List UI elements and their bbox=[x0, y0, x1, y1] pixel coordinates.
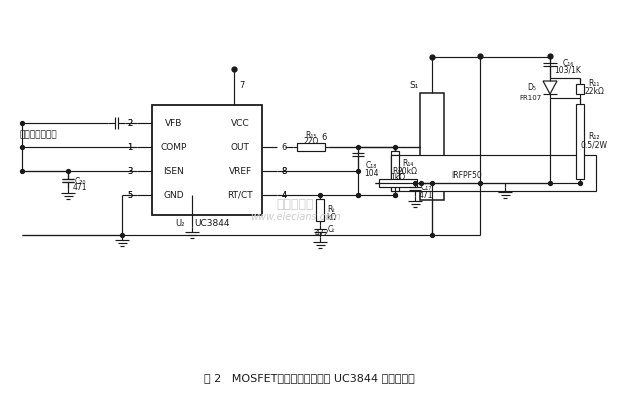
Text: 4: 4 bbox=[281, 190, 287, 200]
Text: ISEN: ISEN bbox=[164, 166, 184, 176]
Text: 6: 6 bbox=[281, 142, 287, 152]
Text: 6: 6 bbox=[321, 134, 327, 142]
Text: 22Ω: 22Ω bbox=[303, 136, 319, 146]
Text: Cₜ: Cₜ bbox=[327, 226, 335, 234]
Text: VREF: VREF bbox=[229, 166, 252, 176]
Text: 光耦过来的反馈: 光耦过来的反馈 bbox=[19, 130, 57, 140]
Text: C₂₀: C₂₀ bbox=[74, 176, 86, 186]
Text: 图 2   MOSFET功率管驱动电路及 UC3844 的外围电路: 图 2 MOSFET功率管驱动电路及 UC3844 的外围电路 bbox=[203, 373, 415, 383]
Text: R₁₄: R₁₄ bbox=[402, 160, 413, 168]
Text: 471: 471 bbox=[73, 182, 87, 192]
Text: 103/1K: 103/1K bbox=[554, 66, 582, 74]
Bar bbox=[391, 155, 596, 191]
Bar bbox=[316, 199, 324, 221]
Text: 8: 8 bbox=[281, 166, 287, 176]
Text: D₅: D₅ bbox=[528, 84, 536, 92]
Bar bbox=[420, 93, 444, 200]
Bar bbox=[297, 143, 325, 151]
Text: 5: 5 bbox=[127, 190, 133, 200]
Text: OUT: OUT bbox=[231, 142, 250, 152]
Bar bbox=[576, 84, 584, 94]
Text: Rₜ: Rₜ bbox=[327, 206, 335, 214]
Text: R₁₅: R₁₅ bbox=[305, 130, 317, 140]
Text: 2: 2 bbox=[127, 118, 133, 128]
Text: 3: 3 bbox=[127, 166, 133, 176]
Text: VCC: VCC bbox=[231, 118, 249, 128]
Text: VFB: VFB bbox=[165, 118, 183, 128]
Text: 电路图论坛: 电路图论坛 bbox=[276, 198, 314, 212]
Text: 1: 1 bbox=[127, 142, 133, 152]
Text: 2: 2 bbox=[127, 118, 133, 128]
Text: 1: 1 bbox=[127, 142, 133, 152]
Text: C₁₇: C₁₇ bbox=[420, 184, 431, 192]
Text: 8: 8 bbox=[281, 166, 287, 176]
Bar bbox=[379, 179, 417, 187]
Text: R₁₁: R₁₁ bbox=[588, 80, 599, 88]
Text: www.elecians.com: www.elecians.com bbox=[250, 212, 341, 222]
Text: 471: 471 bbox=[419, 190, 433, 200]
Text: 22kΩ: 22kΩ bbox=[584, 88, 604, 96]
Text: U₂: U₂ bbox=[176, 220, 185, 228]
Text: 4: 4 bbox=[281, 190, 287, 200]
Text: 7: 7 bbox=[239, 80, 245, 90]
Text: R₁₂: R₁₂ bbox=[588, 132, 599, 141]
Text: R₁₃: R₁₃ bbox=[392, 168, 404, 176]
Text: IRFPF50: IRFPF50 bbox=[452, 170, 483, 180]
Text: 0.5/2W: 0.5/2W bbox=[580, 140, 607, 149]
Text: GND: GND bbox=[164, 190, 184, 200]
Text: COMP: COMP bbox=[161, 142, 187, 152]
Text: S₁: S₁ bbox=[409, 80, 418, 90]
Text: 1kΩ: 1kΩ bbox=[391, 174, 405, 182]
Text: 3: 3 bbox=[127, 166, 133, 176]
Text: C₁₆: C₁₆ bbox=[562, 58, 574, 68]
Bar bbox=[576, 104, 584, 179]
Text: C₁₈: C₁₈ bbox=[365, 162, 377, 170]
Text: 5: 5 bbox=[127, 190, 133, 200]
Text: 104: 104 bbox=[364, 168, 378, 178]
Text: 20kΩ: 20kΩ bbox=[398, 168, 418, 176]
Text: UC3844: UC3844 bbox=[194, 220, 230, 228]
Text: RT/CT: RT/CT bbox=[227, 190, 253, 200]
Bar bbox=[391, 151, 399, 187]
Text: kΩ: kΩ bbox=[326, 212, 336, 222]
Text: 472: 472 bbox=[315, 230, 329, 238]
Bar bbox=[391, 155, 399, 191]
Text: FR107: FR107 bbox=[519, 95, 541, 101]
Bar bbox=[152, 105, 262, 215]
